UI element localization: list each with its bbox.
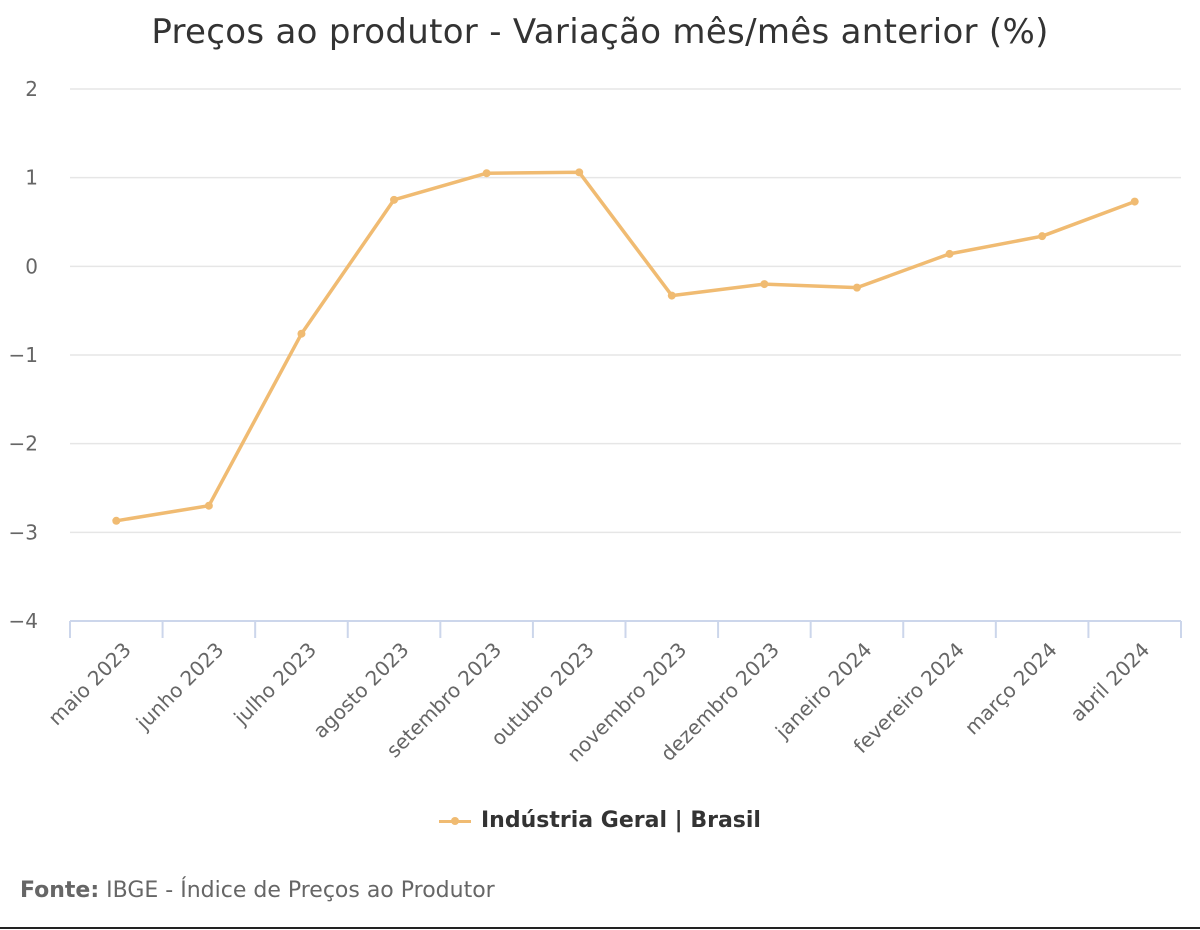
source-note: Fonte: IBGE - Índice de Preços ao Produt… <box>20 878 495 903</box>
data-point[interactable] <box>852 283 861 292</box>
data-point[interactable] <box>204 501 213 510</box>
y-tick-label: 0 <box>25 254 38 278</box>
x-tick-label: agosto 2023 <box>308 638 413 743</box>
data-point[interactable] <box>1038 232 1047 241</box>
data-point[interactable] <box>1130 197 1139 206</box>
series-line <box>114 170 1137 523</box>
data-point[interactable] <box>760 280 769 289</box>
y-tick-label: −2 <box>9 432 38 456</box>
series-layer <box>112 168 1139 525</box>
legend-line-icon <box>439 814 471 828</box>
source-label: Fonte: <box>20 878 100 903</box>
data-point[interactable] <box>575 168 584 177</box>
y-tick-label: 1 <box>25 166 38 190</box>
data-point[interactable] <box>667 291 676 300</box>
x-tick-label: julho 2023 <box>228 638 321 731</box>
y-tick-label: −1 <box>9 343 38 367</box>
x-tick-label: abril 2024 <box>1065 638 1154 727</box>
x-tick-label: março 2024 <box>960 638 1062 740</box>
data-point[interactable] <box>112 516 121 525</box>
grid-lines <box>70 88 1181 534</box>
data-point[interactable] <box>482 169 491 178</box>
y-axis: 2 1 0 −1 −2 −3 −4 <box>9 77 38 633</box>
source-text: IBGE - Índice de Preços ao Produtor <box>99 878 495 903</box>
bottom-divider <box>0 927 1200 929</box>
y-tick-label: −3 <box>9 520 38 544</box>
x-tick-label: junho 2023 <box>131 638 229 736</box>
x-tick-label: maio 2023 <box>43 638 135 730</box>
data-point[interactable] <box>390 195 399 204</box>
y-tick-label: 2 <box>25 77 38 101</box>
legend-item-industria-geral[interactable]: Indústria Geral | Brasil <box>439 808 761 833</box>
legend-label: Indústria Geral | Brasil <box>481 808 761 833</box>
data-point[interactable] <box>945 249 954 258</box>
data-point[interactable] <box>297 329 306 338</box>
y-tick-label: −4 <box>9 609 38 633</box>
legend: Indústria Geral | Brasil <box>0 808 1200 833</box>
chart-title: Preços ao produtor - Variação mês/mês an… <box>151 12 1049 52</box>
